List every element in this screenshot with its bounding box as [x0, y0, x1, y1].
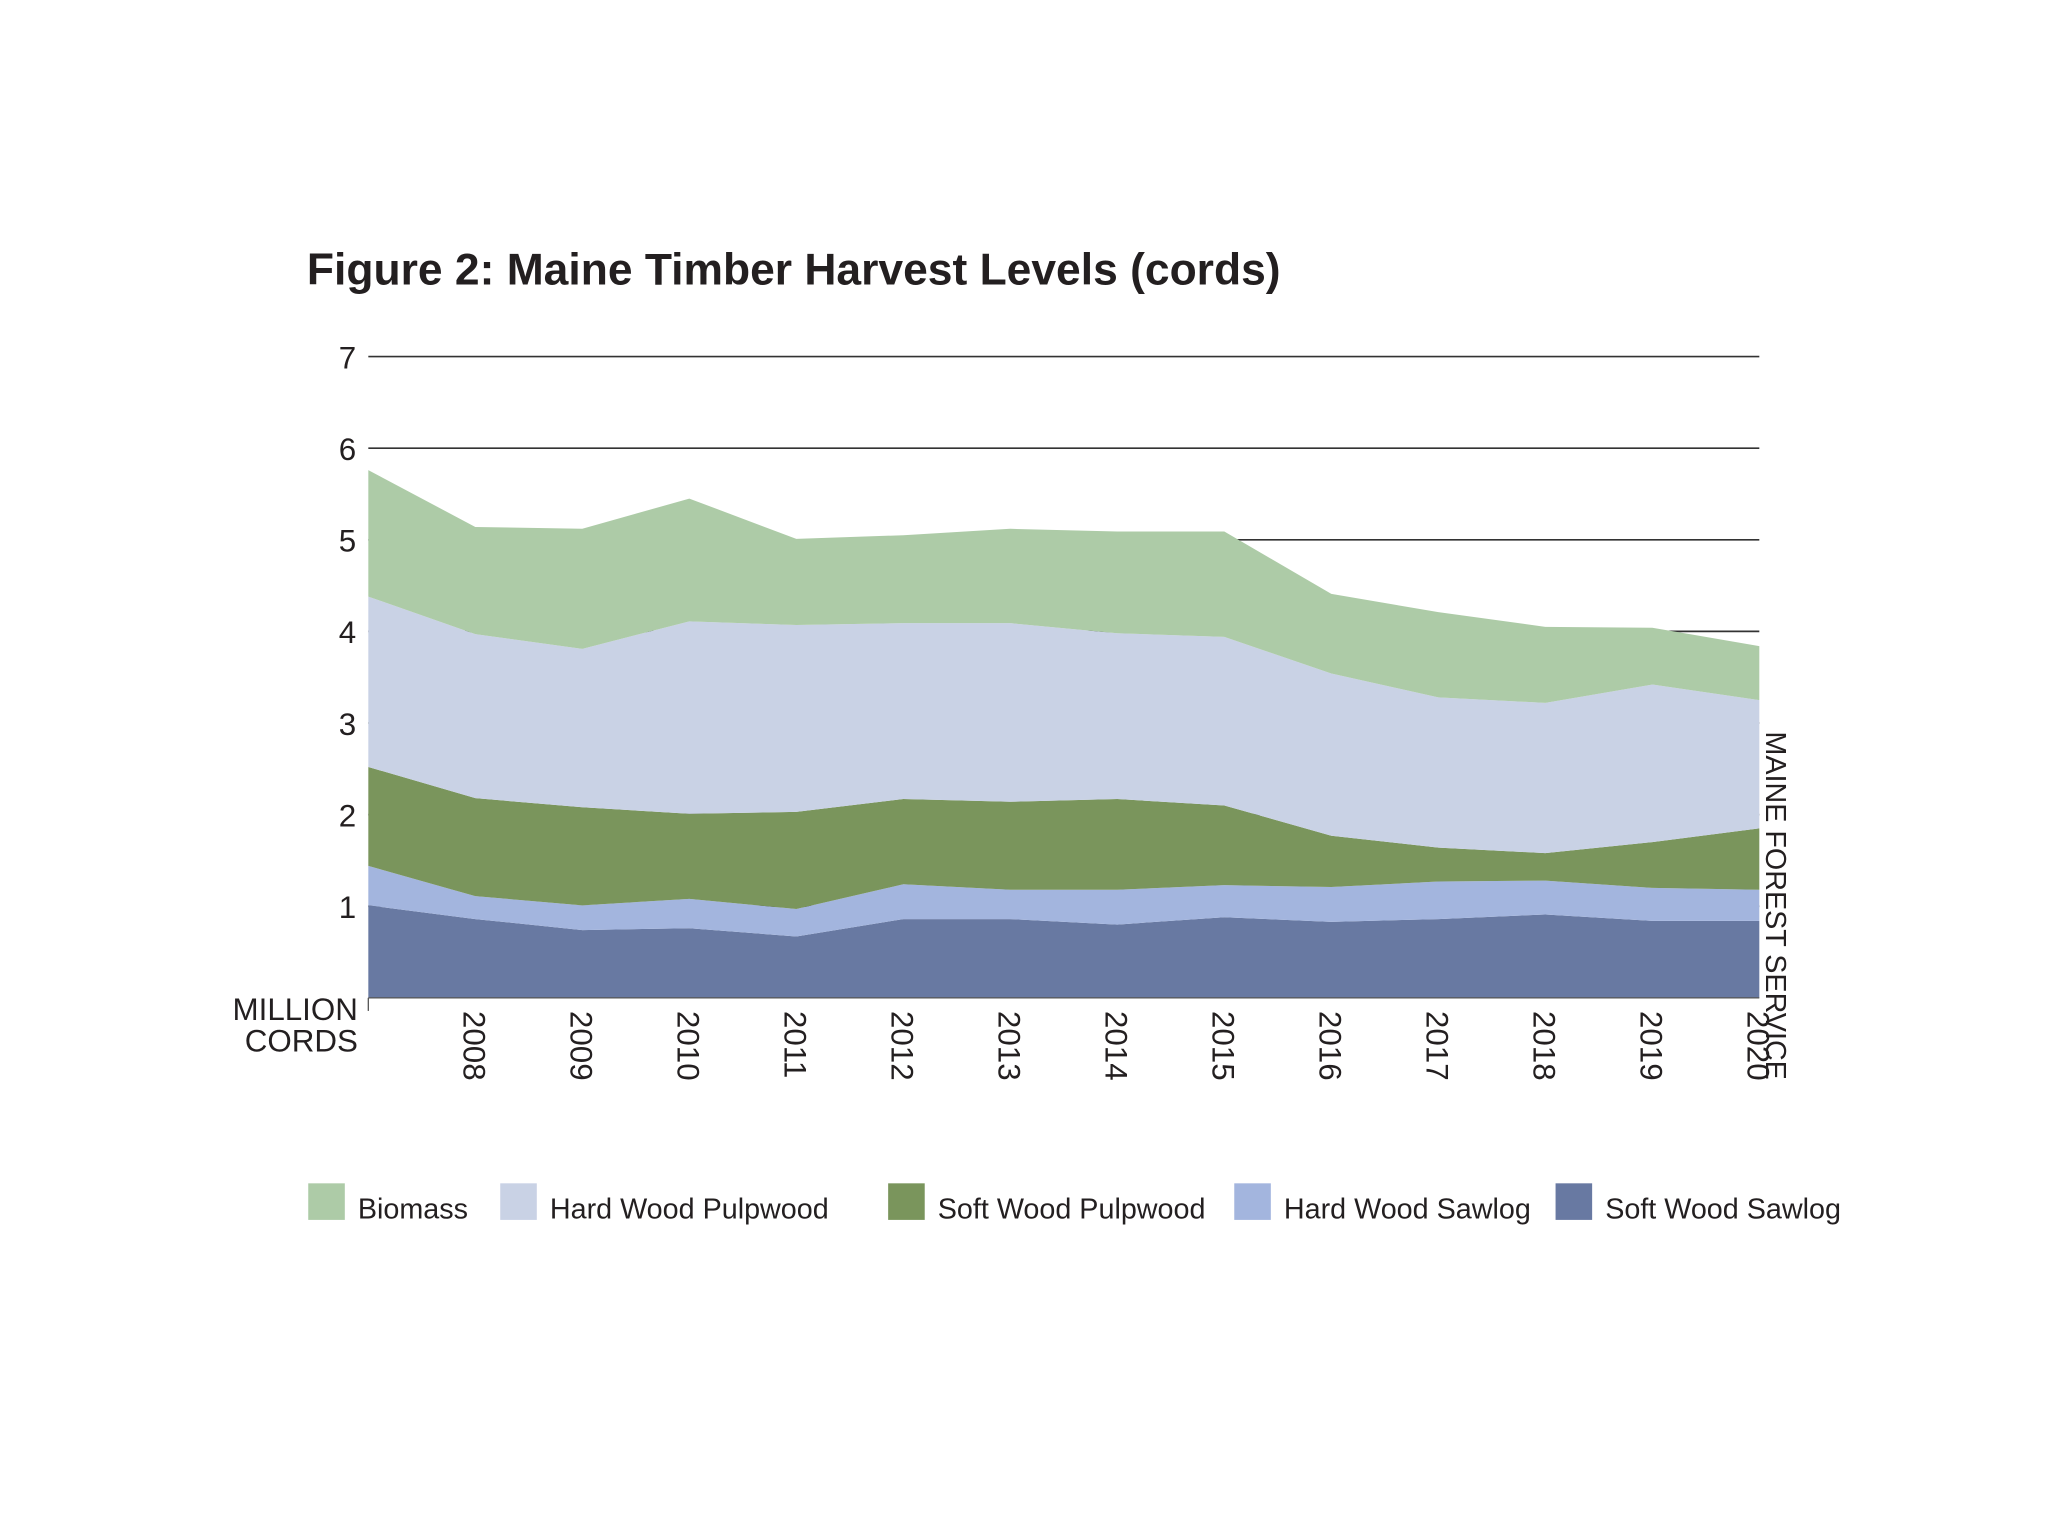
area	[368, 470, 1760, 703]
y-tick-label: 1	[339, 890, 356, 925]
chart-body: Figure 2: Maine Timber Harvest Levels (c…	[233, 246, 1841, 1226]
x-tick-label: 2015	[1206, 1011, 1241, 1081]
x-tick-label: 2019	[1634, 1011, 1669, 1081]
source-note: MAINE FOREST SERVICE	[1759, 731, 1791, 1079]
areas	[368, 470, 1760, 998]
x-tick-label: 2017	[1420, 1011, 1455, 1081]
x-tick-label: 2018	[1527, 1011, 1562, 1081]
y-axis-label: CORDS	[245, 1023, 358, 1058]
legend-label: Soft Wood Pulpwood	[938, 1194, 1206, 1226]
x-tick-label: 2009	[564, 1011, 599, 1081]
x-tick-label: 2012	[885, 1011, 920, 1081]
y-tick-label: 2	[339, 798, 356, 833]
x-tick-label: 2011	[778, 1011, 813, 1078]
legend-swatch	[888, 1183, 925, 1220]
area	[368, 766, 1760, 909]
y-tick-label: 5	[339, 524, 356, 559]
x-tick-label: 2020	[1741, 1011, 1776, 1081]
area	[368, 865, 1760, 937]
x-tick-label: 2014	[1099, 1011, 1134, 1081]
y-tick-label: 4	[339, 615, 356, 650]
chart-title: Figure 2: Maine Timber Harvest Levels (c…	[307, 246, 1281, 295]
legend-swatch	[1555, 1183, 1593, 1220]
area	[368, 596, 1760, 854]
x-tick-label: 2013	[992, 1011, 1027, 1081]
y-axis-label: MILLION	[233, 992, 358, 1027]
x-tick-label: 2016	[1313, 1011, 1348, 1081]
legend-label: Hard Wood Sawlog	[1284, 1194, 1531, 1226]
x-tick-label: 2010	[671, 1011, 706, 1081]
legend-swatch	[308, 1183, 345, 1220]
legend-label: Hard Wood Pulpwood	[550, 1194, 829, 1226]
legend-label: Biomass	[358, 1194, 468, 1226]
y-tick-label: 6	[339, 432, 356, 467]
axes: 1 2 3 4 5 6 7 2008 2009 2010 2011 2012 2013 2014 2015 2…	[339, 340, 1776, 1080]
x-tick-label: 2008	[457, 1011, 492, 1081]
legend-swatch	[500, 1183, 537, 1220]
y-tick-label: 7	[339, 340, 356, 375]
legend-label: Soft Wood Sawlog	[1605, 1194, 1841, 1226]
legend-swatch	[1234, 1183, 1271, 1220]
area	[368, 905, 1760, 998]
y-tick-label: 3	[339, 707, 356, 742]
legend: Biomass Hard Wood Pulpwood Soft Wood Pulpw…	[308, 1183, 1841, 1226]
